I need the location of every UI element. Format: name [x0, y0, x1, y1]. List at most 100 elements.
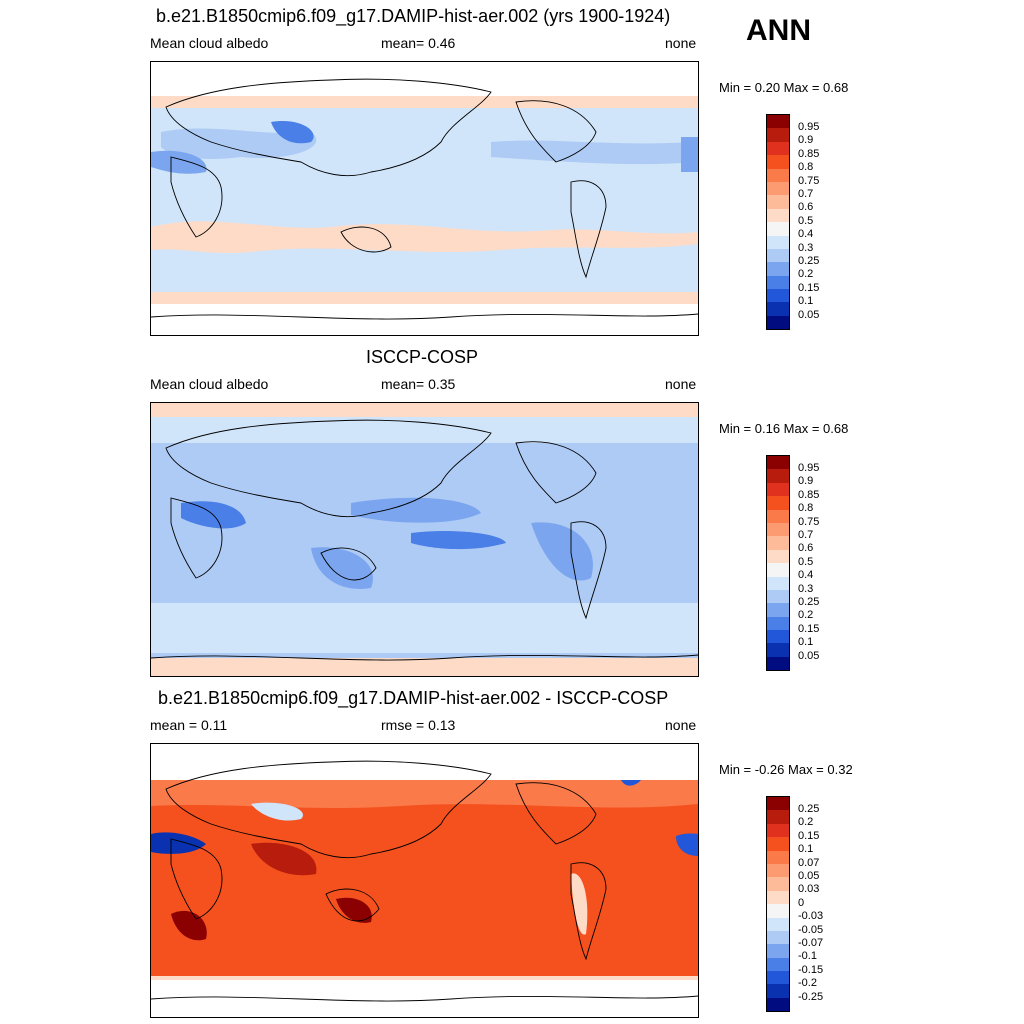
- colorbar-swatch: [767, 496, 789, 510]
- colorbar-swatch: [767, 643, 789, 657]
- colorbar-swatch: [767, 181, 789, 196]
- colorbar-tick-label: 0.3: [798, 241, 814, 254]
- colorbar-tick-label: 0.2: [798, 609, 814, 622]
- colorbar-swatch: [767, 850, 789, 864]
- panel-2-units-label: none: [665, 376, 697, 392]
- colorbar-tick-label: 0.05: [798, 649, 820, 662]
- colorbar-swatch: [767, 877, 789, 891]
- panel-3-colorbar-swatches: [766, 796, 790, 1013]
- panel-1-field-eurasia: [161, 128, 317, 159]
- colorbar-tick-label: 0.7: [798, 528, 814, 541]
- colorbar-tick-label: 0.2: [798, 816, 814, 829]
- colorbar-swatch: [767, 195, 789, 209]
- panel-3-rmse-label: rmse = 0.13: [381, 717, 456, 733]
- panel-1-title: b.e21.B1850cmip6.f09_g17.DAMIP-hist-aer.…: [156, 6, 671, 26]
- panel-2-variable-label: Mean cloud albedo: [150, 376, 269, 392]
- panel-2-mean-label: mean= 0.35: [381, 376, 456, 392]
- colorbar-swatch: [767, 837, 789, 851]
- colorbar-tick-label: 0.2: [798, 268, 814, 281]
- colorbar-swatch: [767, 302, 789, 316]
- colorbar-swatch: [767, 957, 789, 972]
- colorbar-swatch: [767, 208, 789, 223]
- panel-3-coastlines: [151, 760, 698, 1002]
- colorbar-swatch: [767, 863, 789, 878]
- colorbar-tick-label: 0.3: [798, 582, 814, 595]
- panel-3-map-plot: [151, 744, 698, 1017]
- colorbar-tick-label: -0.05: [798, 923, 824, 936]
- colorbar-swatch: [767, 944, 789, 958]
- colorbar-swatch: [767, 589, 789, 604]
- colorbar-swatch: [767, 656, 789, 671]
- colorbar-tick-label: 0.1: [798, 843, 814, 856]
- panel-3-field-negative-west: [151, 832, 206, 854]
- colorbar-tick-label: 0.6: [798, 542, 814, 555]
- colorbar-swatch: [767, 603, 789, 617]
- colorbar-tick-label: 0.15: [798, 622, 820, 635]
- panel-3-field-australia-max: [336, 897, 372, 923]
- colorbar-tick-label: 0.1: [798, 295, 814, 308]
- colorbar-swatch: [767, 576, 789, 590]
- panel-1-field-southern-band: [151, 221, 698, 254]
- colorbar-tick-label: 0.85: [798, 488, 820, 501]
- colorbar-tick-label: 0.15: [798, 281, 820, 294]
- colorbar-swatch: [767, 797, 789, 811]
- panel-1-field-high-lat-south: [151, 292, 698, 304]
- panel-3-field-base: [151, 780, 698, 980]
- colorbar-tick-label: 0.95: [798, 120, 820, 133]
- colorbar-tick-label: -0.07: [798, 936, 824, 949]
- colorbar-swatch: [767, 810, 789, 824]
- panel-1-coastlines: [151, 78, 698, 320]
- panel-1-field-high-lat-north: [151, 96, 698, 108]
- colorbar-swatch: [767, 997, 789, 1012]
- season-label: ANN: [746, 14, 811, 47]
- colorbar-swatch: [767, 917, 789, 931]
- panel-1-variable-label: Mean cloud albedo: [150, 35, 269, 51]
- colorbar-swatch: [767, 984, 789, 998]
- colorbar-swatch: [767, 262, 789, 276]
- colorbar-swatch: [767, 456, 789, 470]
- panel-2-field-southern-ocean: [151, 603, 698, 653]
- panel-1-field-north-pacific: [491, 140, 698, 165]
- colorbar-tick-label: 0.03: [798, 883, 820, 896]
- colorbar-swatch: [767, 630, 789, 644]
- panel-1-min-max: Min = 0.20 Max = 0.68: [719, 80, 849, 95]
- panel-2-map-plot: [151, 403, 698, 676]
- panel-1-units-label: none: [665, 35, 697, 51]
- colorbar-tick-label: 0.05: [798, 308, 820, 321]
- colorbar-tick-label: 0.9: [798, 134, 814, 147]
- colorbar-tick-label: 0.8: [798, 161, 814, 174]
- panel-1-map: [150, 61, 699, 336]
- colorbar-tick-label: 0.75: [798, 174, 820, 187]
- colorbar-tick-label: -0.25: [798, 990, 824, 1003]
- colorbar-tick-label: 0.4: [798, 569, 814, 582]
- colorbar-tick-label: 0.9: [798, 475, 814, 488]
- colorbar-swatch: [767, 248, 789, 263]
- panel-3-map: [150, 743, 699, 1018]
- panel-2-title: ISCCP-COSP: [366, 347, 479, 367]
- colorbar-tick-label: 0.1: [798, 636, 814, 649]
- panel-1-mean-label: mean= 0.46: [381, 35, 456, 51]
- panel-2-coastlines: [151, 419, 698, 661]
- colorbar-swatch: [767, 128, 789, 142]
- colorbar-swatch: [767, 509, 789, 523]
- colorbar-tick-label: 0.5: [798, 214, 814, 227]
- panel-1-field-central-asia: [271, 121, 314, 144]
- panel-3-units-label: none: [665, 717, 697, 733]
- colorbar-tick-label: -0.15: [798, 963, 824, 976]
- colorbar-swatch: [767, 168, 789, 182]
- colorbar-swatch: [767, 890, 789, 905]
- colorbar-tick-label: -0.03: [798, 910, 824, 923]
- colorbar-tick-label: 0.6: [798, 201, 814, 214]
- panel-2-field-arctic: [151, 403, 698, 417]
- panel-1-field-base: [151, 96, 698, 304]
- panel-3-min-max: Min = -0.26 Max = 0.32: [719, 762, 853, 777]
- colorbar-tick-label: 0.25: [798, 254, 820, 267]
- colorbar-tick-label: 0.25: [798, 802, 820, 815]
- colorbar-swatch: [767, 536, 789, 550]
- panel-2-colorbar-swatches: [766, 455, 790, 672]
- colorbar-tick-label: -0.1: [798, 950, 817, 963]
- colorbar-swatch: [767, 549, 789, 564]
- panel-1-field-atlantic: [681, 137, 698, 172]
- colorbar-tick-label: 0.25: [798, 595, 820, 608]
- colorbar-tick-label: 0.07: [798, 856, 820, 869]
